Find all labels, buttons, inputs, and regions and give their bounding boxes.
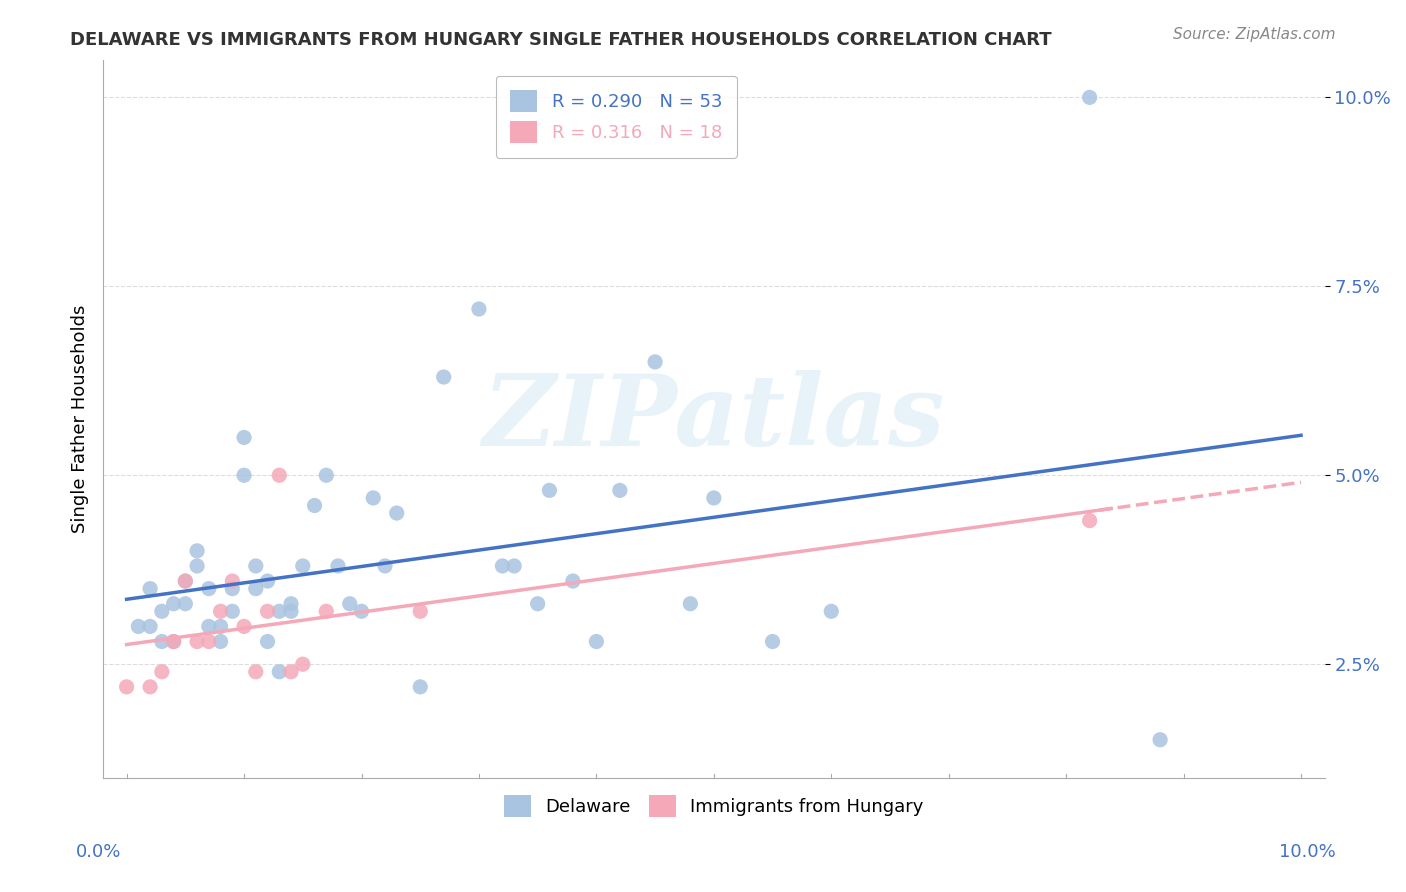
Point <box>186 634 208 648</box>
Point <box>139 582 162 596</box>
Point <box>221 582 243 596</box>
Point <box>339 597 361 611</box>
Point <box>162 634 184 648</box>
Point <box>385 506 408 520</box>
Point <box>291 657 314 672</box>
Point <box>233 468 256 483</box>
Point <box>139 680 162 694</box>
Text: 0.0%: 0.0% <box>76 843 121 861</box>
Point <box>503 558 526 573</box>
Point <box>198 582 221 596</box>
Point <box>162 634 184 648</box>
Point <box>269 665 291 679</box>
Point <box>644 355 666 369</box>
Point <box>280 597 302 611</box>
Point <box>150 665 173 679</box>
Legend: Delaware, Immigrants from Hungary: Delaware, Immigrants from Hungary <box>495 786 932 826</box>
Point <box>609 483 631 498</box>
Point <box>561 574 583 588</box>
Y-axis label: Single Father Households: Single Father Households <box>72 304 89 533</box>
Text: 10.0%: 10.0% <box>1279 843 1336 861</box>
Point <box>703 491 725 505</box>
Point <box>304 499 326 513</box>
Point <box>291 558 314 573</box>
Point <box>820 604 842 618</box>
Point <box>315 604 337 618</box>
Point <box>186 544 208 558</box>
Point <box>409 604 432 618</box>
Point <box>433 370 456 384</box>
Point <box>139 619 162 633</box>
Point <box>221 574 243 588</box>
Point <box>1078 514 1101 528</box>
Point <box>209 604 232 618</box>
Point <box>491 558 513 573</box>
Point <box>761 634 783 648</box>
Point <box>209 634 232 648</box>
Point <box>679 597 702 611</box>
Point <box>209 619 232 633</box>
Point <box>245 582 267 596</box>
Point <box>526 597 548 611</box>
Point <box>162 597 184 611</box>
Text: ZIPatlas: ZIPatlas <box>482 370 945 467</box>
Point <box>150 604 173 618</box>
Point <box>269 604 291 618</box>
Point <box>127 619 149 633</box>
Point <box>409 680 432 694</box>
Point <box>256 634 278 648</box>
Point <box>186 558 208 573</box>
Point <box>233 430 256 444</box>
Point <box>256 604 278 618</box>
Point <box>256 574 278 588</box>
Point <box>198 619 221 633</box>
Point <box>245 665 267 679</box>
Point <box>280 665 302 679</box>
Point <box>374 558 396 573</box>
Point <box>221 604 243 618</box>
Point <box>361 491 384 505</box>
Point <box>350 604 373 618</box>
Point <box>198 634 221 648</box>
Point <box>269 468 291 483</box>
Point <box>115 680 138 694</box>
Point <box>1149 732 1171 747</box>
Point <box>315 468 337 483</box>
Point <box>174 597 197 611</box>
Point <box>245 558 267 573</box>
Point <box>233 619 256 633</box>
Point <box>150 634 173 648</box>
Point <box>585 634 607 648</box>
Point <box>174 574 197 588</box>
Point <box>1078 90 1101 104</box>
Point <box>280 604 302 618</box>
Text: Source: ZipAtlas.com: Source: ZipAtlas.com <box>1173 27 1336 42</box>
Text: DELAWARE VS IMMIGRANTS FROM HUNGARY SINGLE FATHER HOUSEHOLDS CORRELATION CHART: DELAWARE VS IMMIGRANTS FROM HUNGARY SING… <box>70 31 1052 49</box>
Point <box>174 574 197 588</box>
Point <box>538 483 561 498</box>
Point <box>326 558 349 573</box>
Point <box>468 301 491 316</box>
